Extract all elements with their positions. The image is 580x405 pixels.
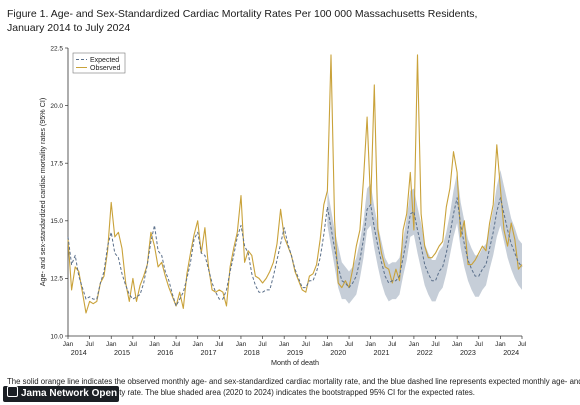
- figure-title: Figure 1. Age- and Sex-Standardized Card…: [7, 7, 567, 35]
- figure-caption: The solid orange line indicates the obse…: [7, 376, 580, 398]
- caption-line-1: The solid orange line indicates the obse…: [7, 377, 580, 386]
- x-tick-label: Jul: [518, 341, 527, 348]
- x-tick-label: Jan: [365, 341, 376, 348]
- x-tick-label: Jul: [215, 341, 224, 348]
- x-tick-label: Jan: [106, 341, 117, 348]
- series-line-expected: [67, 197, 523, 307]
- figure-title-line-1: Figure 1. Age- and Sex-Standardized Card…: [7, 8, 478, 20]
- caption-line-2: sex-standardized cardiac mortality rate.…: [7, 388, 475, 397]
- x-tick-label: Jul: [302, 341, 311, 348]
- ci-band-95: [327, 170, 522, 304]
- x-year-label: 2020: [330, 348, 346, 357]
- axes-layer: [65, 47, 523, 339]
- x-year-label: 2021: [373, 348, 389, 357]
- legend-label-observed: Observed: [90, 65, 120, 72]
- figure-title-line-2: January 2014 to July 2024: [7, 22, 131, 34]
- x-tick-label: Jul: [129, 341, 138, 348]
- confidence-interval-layer: [327, 170, 522, 304]
- y-tick-label: 20.0: [50, 103, 63, 110]
- x-tick-label: Jan: [236, 341, 247, 348]
- x-year-label: 2022: [417, 348, 433, 357]
- y-tick-label: 17.5: [50, 161, 63, 168]
- x-year-label: 2017: [201, 348, 217, 357]
- y-tick-label: 12.5: [50, 276, 63, 283]
- x-tick-label: Jul: [85, 341, 94, 348]
- y-tick-label: 15.0: [50, 218, 63, 225]
- x-tick-label: Jan: [409, 341, 420, 348]
- source-watermark: Jama Network Open: [3, 386, 119, 402]
- x-tick-label: Jul: [431, 341, 440, 348]
- x-year-label: 2014: [71, 348, 87, 357]
- x-tick-label: Jan: [192, 341, 203, 348]
- legend-label-expected: Expected: [90, 57, 119, 64]
- x-year-label: 2024: [503, 348, 519, 357]
- y-tick-label: 10.0: [50, 333, 63, 340]
- x-tick-label: Jan: [322, 341, 333, 348]
- source-label: Jama Network Open: [21, 388, 118, 399]
- x-tick-label: Jul: [172, 341, 181, 348]
- x-tick-label: Jan: [149, 341, 160, 348]
- y-axis-title: Age- and sex-standardized cardiac mortal…: [38, 98, 47, 287]
- labels-layer: 10.0 12.5 15.0 17.5 20.0 22.5 Jan Jul Jan Jul Jan J…: [38, 45, 527, 367]
- x-year-label: 2018: [244, 348, 260, 357]
- y-tick-label: 22.5: [50, 45, 63, 52]
- x-tick-label: Jul: [258, 341, 267, 348]
- x-tick-label: Jul: [388, 341, 397, 348]
- x-axis-title: Month of death: [271, 358, 319, 367]
- jama-logo-icon: [7, 386, 18, 397]
- x-year-label: 2023: [460, 348, 476, 357]
- x-tick-label: Jan: [452, 341, 463, 348]
- series-line-observed: [67, 54, 523, 314]
- x-tick-label: Jan: [495, 341, 506, 348]
- x-year-label: 2016: [157, 348, 173, 357]
- x-tick-label: Jul: [475, 341, 484, 348]
- series-layer: [67, 54, 523, 314]
- x-tick-label: Jan: [63, 341, 74, 348]
- x-tick-label: Jul: [345, 341, 354, 348]
- x-year-label: 2015: [114, 348, 130, 357]
- x-year-label: 2019: [287, 348, 303, 357]
- x-tick-label: Jan: [279, 341, 290, 348]
